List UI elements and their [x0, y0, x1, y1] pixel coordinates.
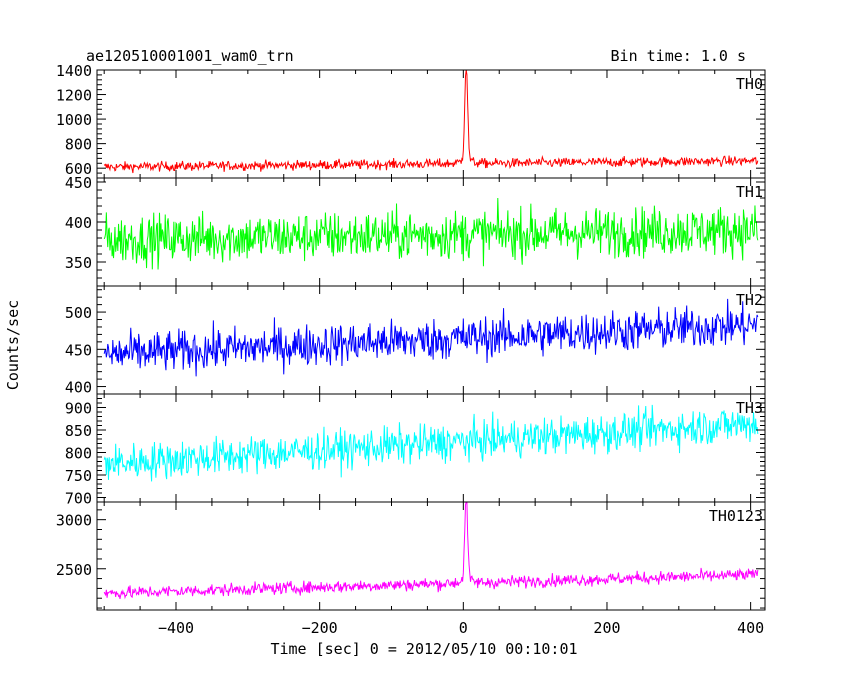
x-axis-label: Time [sec] 0 = 2012/05/10 00:10:01	[270, 640, 577, 658]
panel-th2: 400 450 500 TH2	[65, 285, 766, 397]
panel-label-th3: TH3	[736, 399, 763, 417]
y-tick-label: 500	[65, 304, 92, 322]
panel-frame	[96, 393, 766, 503]
bin-time-label: Bin time: 1.0 s	[611, 47, 746, 65]
y-tick-label: 900	[65, 400, 92, 418]
x-tick-label: −400	[158, 619, 194, 637]
x-tick-label: −200	[302, 619, 338, 637]
y-tick-label: 600	[65, 160, 92, 178]
x-tick-label: 400	[737, 619, 764, 637]
panel-th0: 600 800 1000 1200 1400 TH0	[56, 62, 766, 179]
x-tick-label: 0	[459, 619, 468, 637]
panel-label-th0: TH0	[736, 75, 763, 93]
y-tick-label: 800	[65, 445, 92, 463]
y-tick-label: 700	[65, 490, 92, 508]
y-axis-label: Counts/sec	[4, 300, 22, 390]
y-tick-label: 450	[65, 341, 92, 359]
series-th2-line	[103, 298, 759, 377]
y-tick-label: 850	[65, 422, 92, 440]
y-tick-label: 800	[65, 136, 92, 154]
panel-frame	[96, 501, 766, 611]
panel-th1: 350 400 450 TH1	[65, 174, 766, 287]
series-th0123-line	[103, 501, 759, 600]
y-tick-label: 400	[65, 379, 92, 397]
y-tick-label: 2500	[56, 561, 92, 579]
panel-label-th1: TH1	[736, 183, 763, 201]
series-th0-line	[103, 69, 759, 174]
y-tick-label: 1200	[56, 87, 92, 105]
y-tick-label: 400	[65, 214, 92, 232]
x-axis: −400 −200 0 200 400	[158, 619, 764, 637]
y-tick-label: 450	[65, 174, 92, 192]
y-tick-label: 1000	[56, 111, 92, 129]
y-tick-label: 3000	[56, 512, 92, 530]
chart-title: ae120510001001_wam0_trn	[86, 47, 294, 65]
series-th1-line	[103, 198, 759, 270]
y-tick-label: 750	[65, 467, 92, 485]
panels-group: 600 800 1000 1200 1400 TH0 350 400 450 TH1 400 450 5…	[56, 62, 766, 611]
y-tick-label: 350	[65, 254, 92, 272]
panel-th3: 700 750 800 850 900 TH3	[65, 393, 766, 508]
x-tick-label: 200	[593, 619, 620, 637]
panel-th0123: 2500 3000 TH0123	[56, 501, 766, 611]
panel-label-th0123: TH0123	[709, 507, 763, 525]
series-th3-line	[103, 404, 759, 482]
y-tick-label: 1400	[56, 62, 92, 80]
panel-label-th2: TH2	[736, 291, 763, 309]
